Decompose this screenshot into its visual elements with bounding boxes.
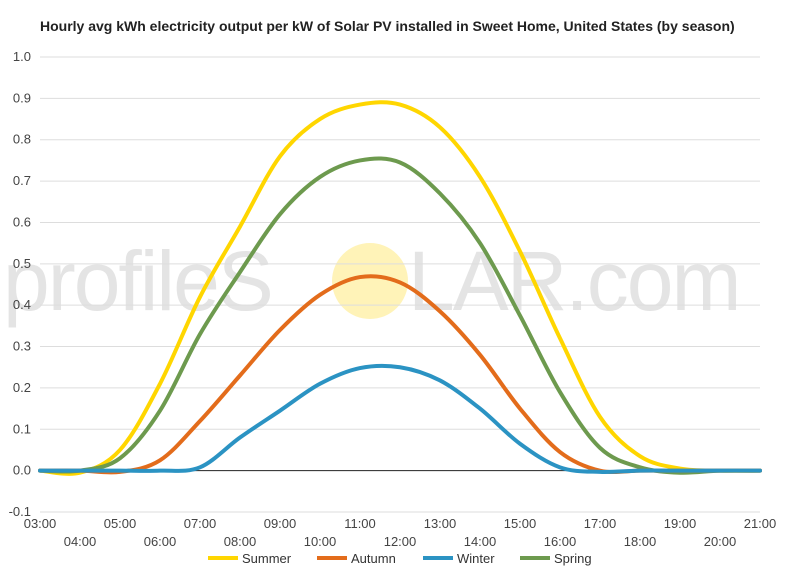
y-tick-label: -0.1 [9, 504, 31, 519]
watermark-sun-icon [332, 243, 408, 319]
x-tick-label: 08:00 [224, 534, 257, 549]
legend: Summer Autumn Winter Spring [208, 551, 592, 566]
series-line-spring [38, 156, 762, 475]
legend-label-summer: Summer [242, 551, 292, 566]
chart-title: Hourly avg kWh electricity output per kW… [40, 18, 735, 34]
watermark: profileS LAR.com [3, 234, 741, 328]
legend-label-spring: Spring [554, 551, 592, 566]
x-tick-label: 06:00 [144, 534, 177, 549]
x-tick-label: 05:00 [104, 516, 137, 531]
y-tick-label: 0.0 [13, 463, 31, 478]
x-tick-label: 16:00 [544, 534, 577, 549]
x-tick-label: 15:00 [504, 516, 537, 531]
y-tick-label: 0.9 [13, 90, 31, 105]
x-tick-label: 21:00 [744, 516, 777, 531]
x-tick-label: 12:00 [384, 534, 417, 549]
x-tick-label: 03:00 [24, 516, 57, 531]
x-tick-label: 18:00 [624, 534, 657, 549]
x-tick-label: 13:00 [424, 516, 457, 531]
y-tick-label: 1.0 [13, 49, 31, 64]
y-tick-label: 0.4 [13, 297, 31, 312]
series-lines [38, 100, 762, 476]
x-tick-label: 09:00 [264, 516, 297, 531]
y-tick-label: 0.5 [13, 256, 31, 271]
watermark-text-right: LAR.com [408, 234, 739, 328]
series-line-winter [38, 363, 762, 474]
x-tick-label: 10:00 [304, 534, 337, 549]
y-tick-label: 0.3 [13, 339, 31, 354]
watermark-text-left: profileS [3, 234, 272, 328]
x-tick-label: 11:00 [344, 516, 376, 531]
legend-label-winter: Winter [457, 551, 495, 566]
y-tick-label: 0.6 [13, 214, 31, 229]
y-tick-label: 0.7 [13, 173, 31, 188]
y-tick-label: 0.2 [13, 380, 31, 395]
legend-label-autumn: Autumn [351, 551, 396, 566]
x-tick-label: 07:00 [184, 516, 217, 531]
x-tick-label: 19:00 [664, 516, 697, 531]
y-tick-label: 0.1 [13, 421, 31, 436]
y-axis: -0.1 0.0 0.1 0.2 0.3 0.4 0.5 0.6 0.7 0.8 0.9 1.0 [9, 49, 31, 519]
x-tick-label: 20:00 [704, 534, 737, 549]
series-line-summer [38, 100, 762, 476]
x-tick-label: 17:00 [584, 516, 617, 531]
x-axis: 03:00 04:00 05:00 06:00 07:00 08:00 09:00 10:00… [24, 516, 777, 549]
x-tick-label: 04:00 [64, 534, 97, 549]
y-tick-label: 0.8 [13, 132, 31, 147]
x-tick-label: 14:00 [464, 534, 497, 549]
